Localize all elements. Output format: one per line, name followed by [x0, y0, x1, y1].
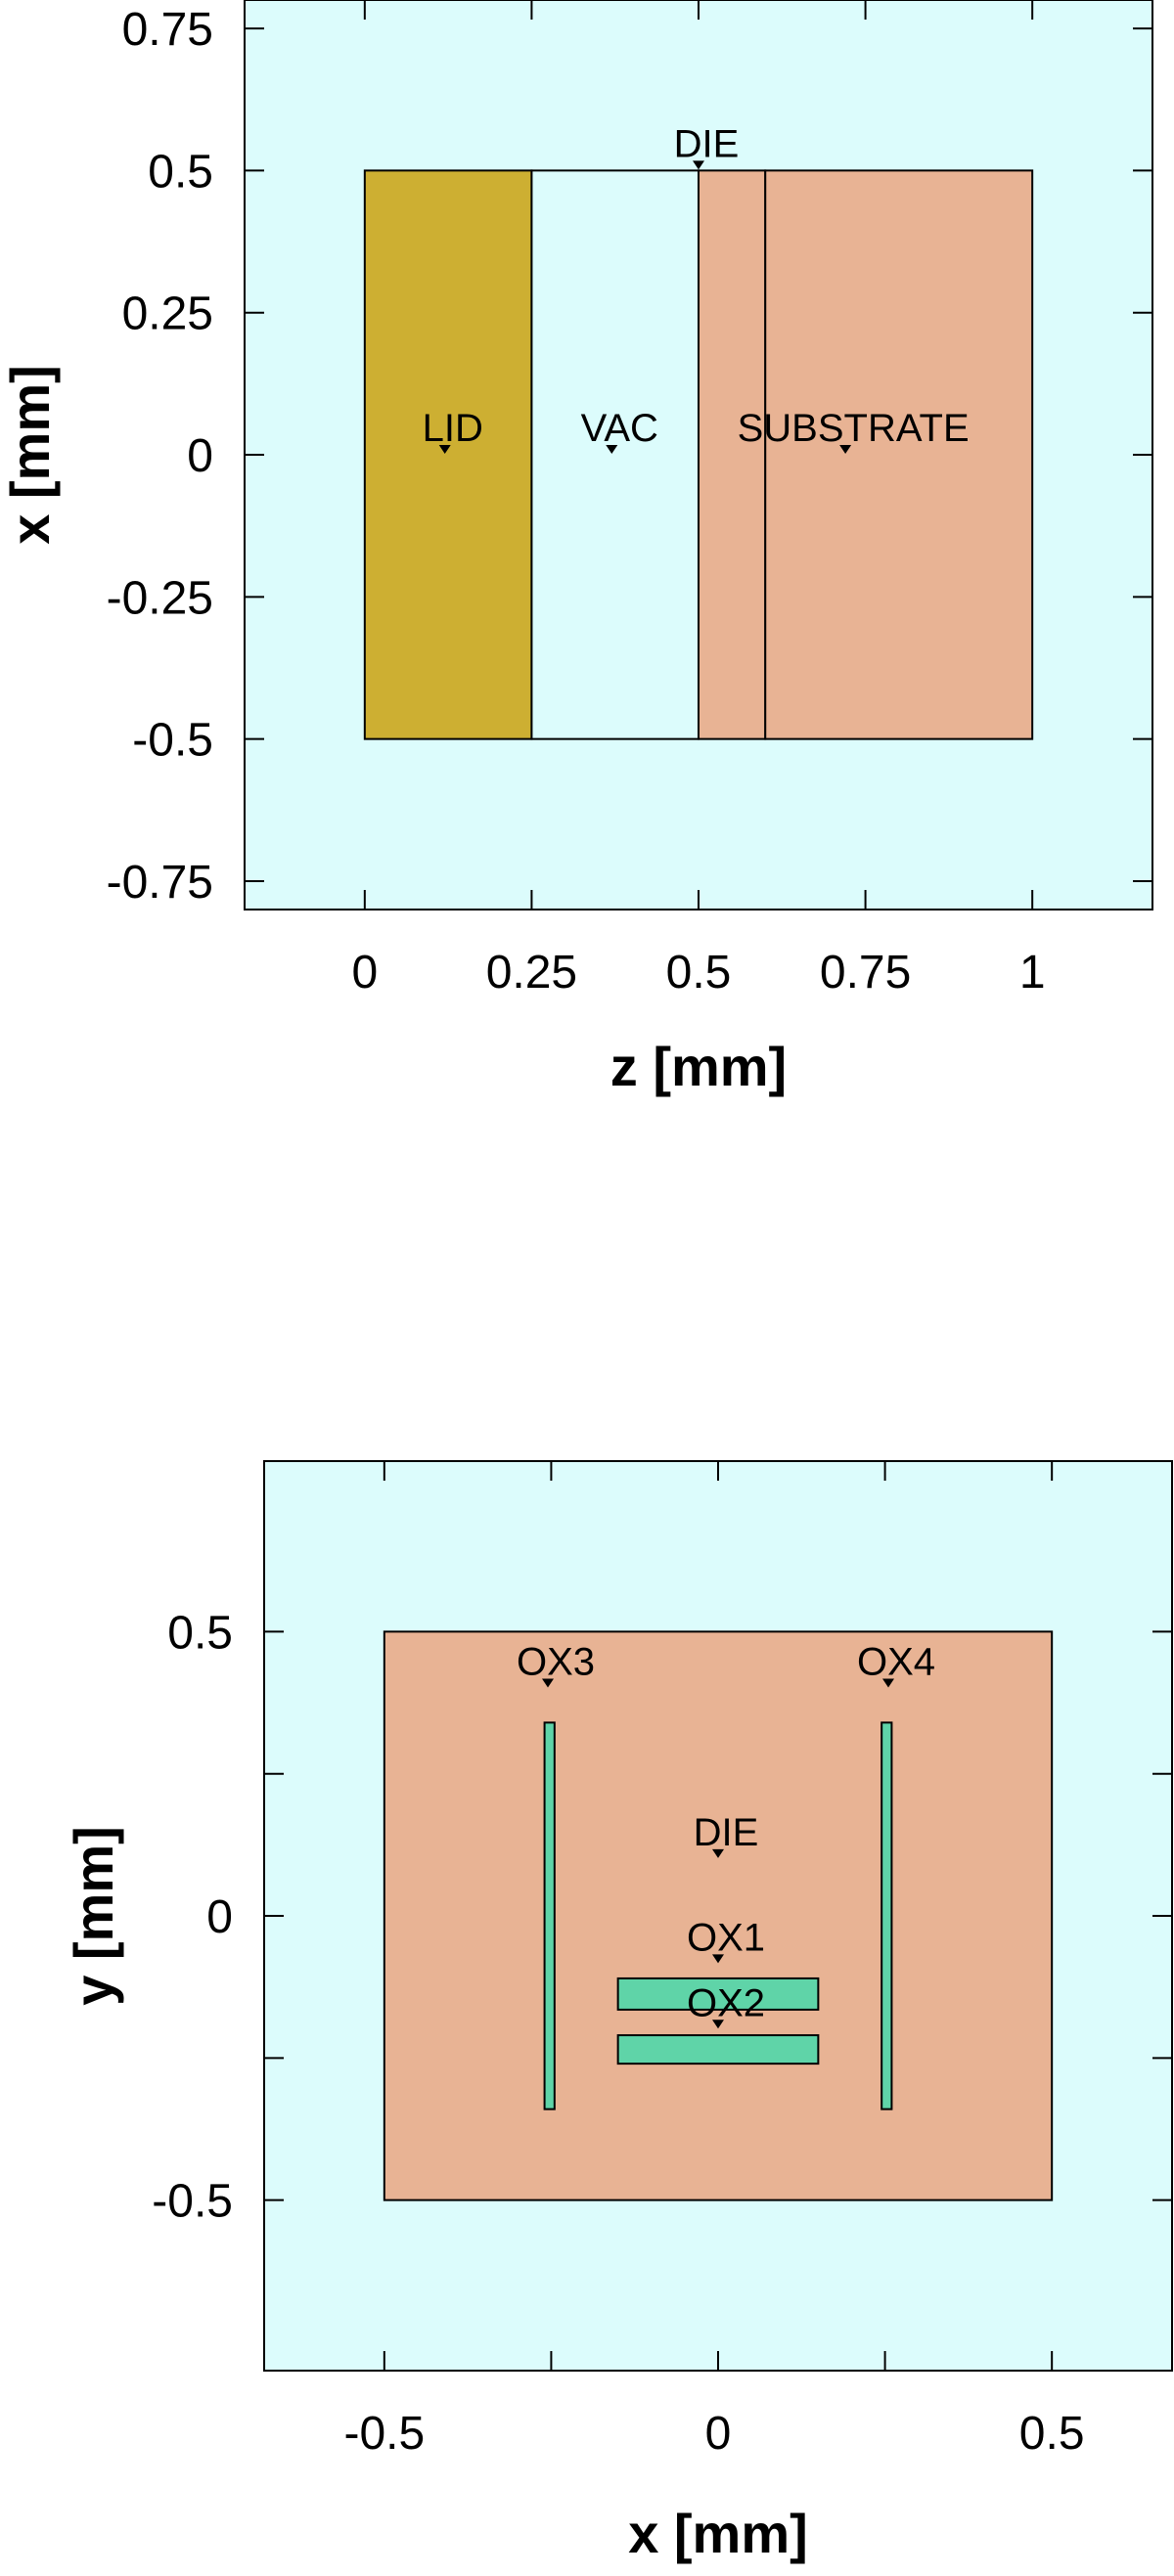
top-region-label-lid: LID — [423, 407, 483, 450]
bottom-label-marker — [542, 1678, 554, 1688]
bottom-region-ox4 — [880, 1721, 893, 2110]
bottom-region-label-ox1: OX1 — [687, 1916, 765, 1959]
top-x-axis-title: z [mm] — [610, 1036, 787, 1097]
top-y-tick-label: 0.75 — [122, 4, 213, 56]
bottom-region-label-ox4: OX4 — [857, 1641, 935, 1684]
bottom-region-label-ox3: OX3 — [517, 1641, 595, 1684]
top-label-marker — [839, 445, 852, 454]
bottom-label-marker — [882, 1678, 894, 1688]
top-y-tick-label: -0.5 — [132, 715, 213, 767]
top-region-substrate — [764, 169, 1034, 740]
top-y-tick-label: 0 — [187, 430, 213, 482]
top-x-tick-label: 0.25 — [486, 947, 577, 999]
bottom-x-tick-label: -0.5 — [343, 2408, 425, 2460]
bottom-label-marker — [712, 1848, 724, 1858]
bottom-region-ox1 — [616, 1976, 820, 2011]
plot-top-z-x: 0 0.25 0.5 0.75 1 0.75 0.5 0.25 0 -0.25 -0.5 -0.75 z… — [0, 0, 1153, 1097]
top-label-marker — [606, 445, 618, 454]
top-x-tick-label: 0.75 — [820, 947, 911, 999]
top-region-label-substrate: SUBSTRATE — [738, 407, 970, 450]
top-label-marker — [693, 160, 704, 170]
bottom-y-axis-title: y [mm] — [63, 1826, 124, 2006]
top-x-tick-label: 1 — [1019, 947, 1046, 999]
bottom-y-tick-label: -0.5 — [152, 2176, 233, 2228]
top-x-tick-label: 0 — [351, 947, 378, 999]
top-region-label-die: DIE — [674, 122, 740, 165]
bottom-region-die — [383, 1630, 1054, 2201]
top-y-tick-label: -0.25 — [107, 572, 213, 624]
top-region-lid — [363, 169, 533, 740]
bottom-x-tick-label: 0 — [705, 2408, 732, 2460]
bottom-y-tick-label: 0.5 — [167, 1607, 233, 1659]
bottom-region-ox2 — [616, 2034, 820, 2065]
bottom-y-tick-label: 0 — [206, 1891, 233, 1943]
top-y-tick-label: 0.5 — [148, 146, 213, 198]
top-y-tick-label: 0.25 — [122, 289, 213, 340]
plot-bottom-x-y: -0.5 0 0.5 0.5 0 -0.5 x [mm] y [mm] OX3 OX4 DIE OX1… — [63, 1460, 1173, 2564]
top-region-label-vac: VAC — [581, 407, 658, 450]
bottom-label-marker — [712, 2020, 724, 2029]
bottom-label-marker — [712, 1954, 724, 1964]
top-region-vac — [530, 169, 700, 740]
top-region-die — [698, 169, 767, 740]
bottom-x-tick-label: 0.5 — [1019, 2408, 1085, 2460]
bottom-x-axis-title: x [mm] — [628, 2503, 808, 2564]
top-y-axis-title: x [mm] — [0, 365, 61, 545]
bottom-region-label-die: DIE — [694, 1811, 759, 1854]
top-label-marker — [438, 445, 451, 454]
bottom-region-label-ox2: OX2 — [687, 1981, 765, 2024]
bottom-region-ox3 — [543, 1721, 556, 2110]
top-y-tick-label: -0.75 — [107, 857, 213, 909]
top-x-tick-label: 0.5 — [666, 947, 732, 999]
